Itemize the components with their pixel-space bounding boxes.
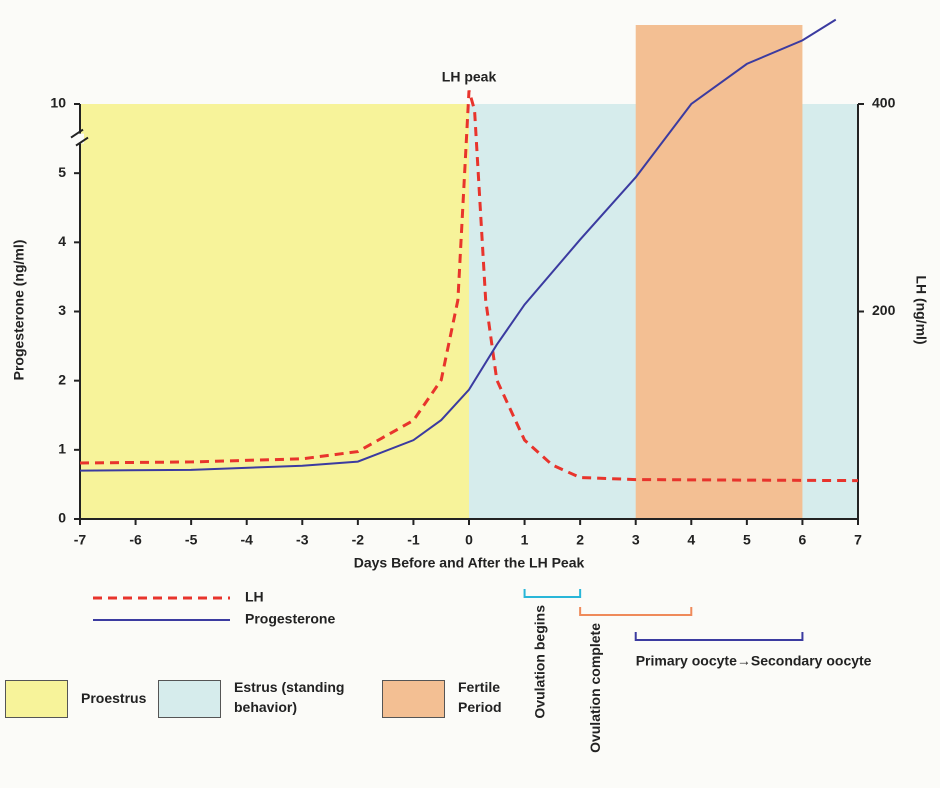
axis-break-gap (76, 133, 84, 144)
y-tick-label: 3 (58, 302, 66, 318)
y-tick-label: 0 (58, 510, 66, 526)
y-tick-label: 2 (58, 371, 66, 387)
x-tick-label: -6 (129, 532, 142, 548)
series-line (79, 90, 859, 483)
x-tick-label: -2 (352, 532, 365, 548)
legend-swatch (382, 680, 445, 718)
y2-tick-label: 200 (872, 302, 896, 318)
y2-axis-label: LH (ng/ml) (913, 275, 929, 344)
y-tick-label: 5 (58, 164, 66, 180)
y-tick-label: 10 (50, 95, 66, 111)
region (80, 104, 469, 519)
x-tick-label: -3 (296, 532, 309, 548)
phase-bracket (579, 607, 693, 616)
axis-break-mark (70, 128, 89, 147)
series-line (79, 18, 837, 472)
annotation: LH peak (442, 69, 497, 85)
phase-label: Ovulation begins (531, 605, 547, 719)
phase-label: Ovulation complete (587, 623, 603, 753)
y-tick-label: 4 (58, 233, 66, 249)
region (635, 25, 803, 519)
x-tick-label: -7 (74, 532, 87, 548)
x-axis-label: Days Before and After the LH Peak (354, 555, 585, 571)
y2-tick-label: 400 (872, 95, 896, 111)
legend-label: Estrus (standing behavior) (234, 679, 345, 715)
phase-bracket (634, 632, 804, 641)
x-tick-label: 3 (632, 532, 640, 548)
x-tick-label: -4 (240, 532, 253, 548)
x-tick-label: -5 (185, 532, 198, 548)
x-tick-label: -1 (407, 532, 420, 548)
x-tick-label: 5 (743, 532, 751, 548)
phase-label: Primary oocyte→Secondary oocyte (636, 653, 872, 669)
x-tick-label: 1 (521, 532, 529, 548)
legend-swatch (158, 680, 221, 718)
legend-label: Fertile Period (458, 679, 502, 715)
regions (80, 25, 858, 519)
legend-swatch (5, 680, 68, 718)
x-tick-label: 4 (687, 532, 695, 548)
y-axis-label: Progesterone (ng/ml) (11, 240, 27, 381)
legend-label: Progesterone (245, 611, 335, 627)
x-tick-label: 6 (799, 532, 807, 548)
x-tick-label: 0 (465, 532, 473, 548)
x-tick-label: 2 (576, 532, 584, 548)
x-tick-label: 7 (854, 532, 862, 548)
phase-bracket (523, 589, 582, 598)
legend-label: LH (245, 589, 264, 605)
legend-label: Proestrus (81, 690, 147, 706)
y-tick-label: 1 (58, 441, 66, 457)
